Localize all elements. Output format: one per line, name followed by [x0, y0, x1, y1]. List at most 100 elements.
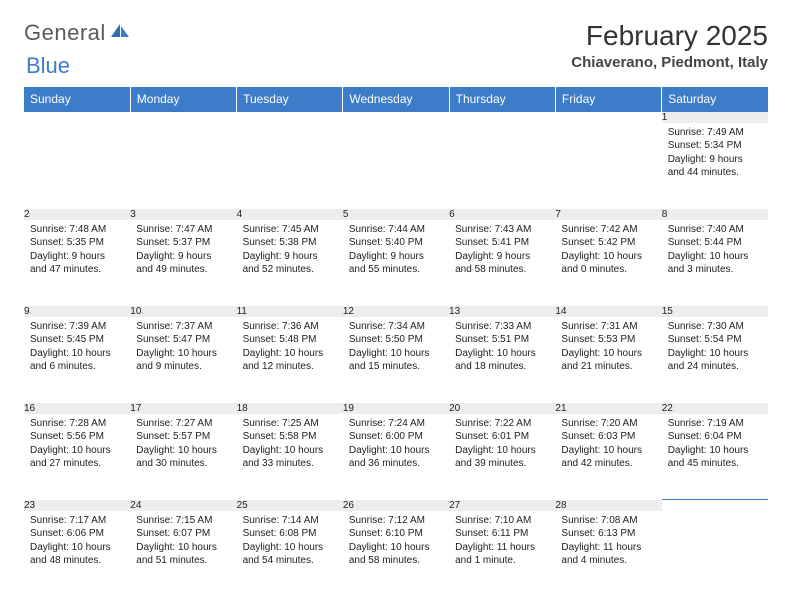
sunrise-line: Sunrise: 7:19 AM — [668, 418, 744, 429]
day-cell: Sunrise: 7:30 AMSunset: 5:54 PMDaylight:… — [662, 317, 768, 403]
empty-cell — [343, 123, 449, 209]
title-block: February 2025 Chiaverano, Piedmont, Ital… — [571, 20, 768, 71]
day-number: 17 — [130, 403, 236, 414]
day-number: 28 — [555, 500, 661, 511]
day-number: 20 — [449, 403, 555, 414]
day-cell: Sunrise: 7:39 AMSunset: 5:45 PMDaylight:… — [24, 317, 130, 403]
daylight-line: Daylight: 10 hours and 3 minutes. — [668, 251, 749, 276]
day-cell: Sunrise: 7:47 AMSunset: 5:37 PMDaylight:… — [130, 220, 236, 306]
daylight-line: Daylight: 9 hours and 58 minutes. — [455, 251, 530, 276]
sunset-line: Sunset: 6:07 PM — [136, 528, 210, 539]
week-body-row: Sunrise: 7:39 AMSunset: 5:45 PMDaylight:… — [24, 317, 768, 403]
daylight-line: Daylight: 10 hours and 12 minutes. — [243, 348, 324, 373]
empty-cell — [343, 112, 449, 123]
sunrise-line: Sunrise: 7:33 AM — [455, 321, 531, 332]
day-number: 16 — [24, 403, 130, 414]
day-number: 9 — [24, 306, 130, 317]
day-number: 5 — [343, 209, 449, 220]
day-number: 15 — [662, 306, 768, 317]
daylight-line: Daylight: 9 hours and 55 minutes. — [349, 251, 424, 276]
day-number: 7 — [555, 209, 661, 220]
daylight-line: Daylight: 10 hours and 15 minutes. — [349, 348, 430, 373]
day-number: 6 — [449, 209, 555, 220]
day-number: 13 — [449, 306, 555, 317]
daylight-line: Daylight: 10 hours and 18 minutes. — [455, 348, 536, 373]
sunrise-line: Sunrise: 7:36 AM — [243, 321, 319, 332]
daylight-line: Daylight: 10 hours and 51 minutes. — [136, 542, 217, 567]
sunrise-line: Sunrise: 7:42 AM — [561, 224, 637, 235]
sunset-line: Sunset: 5:35 PM — [30, 237, 104, 248]
day-number: 12 — [343, 306, 449, 317]
day-cell: Sunrise: 7:08 AMSunset: 6:13 PMDaylight:… — [555, 511, 661, 597]
sunset-line: Sunset: 5:44 PM — [668, 237, 742, 248]
day-number: 22 — [662, 403, 768, 414]
day-cell: Sunrise: 7:25 AMSunset: 5:58 PMDaylight:… — [237, 414, 343, 500]
sunrise-line: Sunrise: 7:31 AM — [561, 321, 637, 332]
sunset-line: Sunset: 5:58 PM — [243, 431, 317, 442]
sunset-line: Sunset: 5:51 PM — [455, 334, 529, 345]
day-header: Friday — [555, 87, 661, 112]
sunrise-line: Sunrise: 7:45 AM — [243, 224, 319, 235]
sunset-line: Sunset: 5:54 PM — [668, 334, 742, 345]
day-cell: Sunrise: 7:34 AMSunset: 5:50 PMDaylight:… — [343, 317, 449, 403]
day-cell: Sunrise: 7:20 AMSunset: 6:03 PMDaylight:… — [555, 414, 661, 500]
week-daynum-row: 1 — [24, 112, 768, 123]
empty-cell — [24, 123, 130, 209]
sunrise-line: Sunrise: 7:27 AM — [136, 418, 212, 429]
sunrise-line: Sunrise: 7:15 AM — [136, 515, 212, 526]
daylight-line: Daylight: 10 hours and 27 minutes. — [30, 445, 111, 470]
daylight-line: Daylight: 10 hours and 0 minutes. — [561, 251, 642, 276]
empty-cell — [555, 123, 661, 209]
day-number: 3 — [130, 209, 236, 220]
sunset-line: Sunset: 5:38 PM — [243, 237, 317, 248]
sunset-line: Sunset: 6:10 PM — [349, 528, 423, 539]
daylight-line: Daylight: 10 hours and 54 minutes. — [243, 542, 324, 567]
day-cell: Sunrise: 7:19 AMSunset: 6:04 PMDaylight:… — [662, 414, 768, 500]
sail-icon — [109, 20, 131, 46]
daylight-line: Daylight: 9 hours and 44 minutes. — [668, 154, 743, 179]
day-number: 1 — [662, 112, 768, 123]
daylight-line: Daylight: 9 hours and 49 minutes. — [136, 251, 211, 276]
week-daynum-row: 16171819202122 — [24, 403, 768, 414]
day-cell: Sunrise: 7:27 AMSunset: 5:57 PMDaylight:… — [130, 414, 236, 500]
calendar-page: General February 2025 Chiaverano, Piedmo… — [0, 0, 792, 607]
sunrise-line: Sunrise: 7:10 AM — [455, 515, 531, 526]
day-cell: Sunrise: 7:48 AMSunset: 5:35 PMDaylight:… — [24, 220, 130, 306]
empty-cell — [237, 123, 343, 209]
day-cell: Sunrise: 7:14 AMSunset: 6:08 PMDaylight:… — [237, 511, 343, 597]
daylight-line: Daylight: 10 hours and 21 minutes. — [561, 348, 642, 373]
sunrise-line: Sunrise: 7:12 AM — [349, 515, 425, 526]
empty-cell — [130, 112, 236, 123]
day-number: 27 — [449, 500, 555, 511]
week-daynum-row: 9101112131415 — [24, 306, 768, 317]
day-number: 25 — [237, 500, 343, 511]
sunrise-line: Sunrise: 7:37 AM — [136, 321, 212, 332]
day-cell: Sunrise: 7:12 AMSunset: 6:10 PMDaylight:… — [343, 511, 449, 597]
day-cell: Sunrise: 7:36 AMSunset: 5:48 PMDaylight:… — [237, 317, 343, 403]
sunrise-line: Sunrise: 7:39 AM — [30, 321, 106, 332]
day-number: 26 — [343, 500, 449, 511]
week-daynum-row: 232425262728 — [24, 500, 768, 511]
day-cell: Sunrise: 7:33 AM Sunset: 5:51 PM Daylight:… — [449, 317, 555, 403]
day-cell: Sunrise: 7:10 AMSunset: 6:11 PMDaylight:… — [449, 511, 555, 597]
sunset-line: Sunset: 5:34 PM — [668, 140, 742, 151]
sunset-line: Sunset: 6:03 PM — [561, 431, 635, 442]
logo-word-2: Blue — [26, 53, 70, 78]
day-cell: Sunrise: 7:40 AM Sunset: 5:44 PM Daylight:… — [662, 220, 768, 306]
sunrise-line: Sunrise: 7:40 AM — [668, 224, 744, 235]
sunrise-line: Sunrise: 7:49 AM — [668, 127, 744, 138]
sunset-line: Sunset: 6:11 PM — [455, 528, 528, 539]
day-cell: Sunrise: 7:17 AMSunset: 6:06 PMDaylight:… — [24, 511, 130, 597]
sunrise-line: Sunrise: 7:28 AM — [30, 418, 106, 429]
sunset-line: Sunset: 5:53 PM — [561, 334, 635, 345]
sunset-line: Sunset: 5:41 PM — [455, 237, 529, 248]
month-title: February 2025 — [571, 20, 768, 52]
day-number: 14 — [555, 306, 661, 317]
daylight-line: Daylight: 10 hours and 39 minutes. — [455, 445, 536, 470]
location: Chiaverano, Piedmont, Italy — [571, 54, 768, 71]
sunset-line: Sunset: 5:40 PM — [349, 237, 423, 248]
empty-cell — [237, 112, 343, 123]
sunset-line: Sunset: 5:50 PM — [349, 334, 423, 345]
empty-cell — [662, 511, 768, 597]
day-cell: Sunrise: 7:45 AMSunset: 5:38 PMDaylight:… — [237, 220, 343, 306]
